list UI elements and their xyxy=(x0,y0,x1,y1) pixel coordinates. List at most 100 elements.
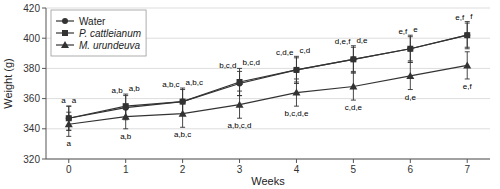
grid-line xyxy=(46,8,490,9)
point xyxy=(293,67,299,73)
y-tick xyxy=(42,159,46,160)
point xyxy=(237,79,243,85)
series xyxy=(66,22,470,131)
x-tick xyxy=(296,159,297,163)
point xyxy=(236,101,244,108)
annotation: b,c,d xyxy=(219,61,236,70)
chart: 320 340 360 380 400 420 0 1 2 3 4 5 6 7 Weeks Weight (g… xyxy=(0,0,500,189)
annotation: b,c,d xyxy=(243,58,260,67)
annotation: a,b xyxy=(120,132,132,141)
point xyxy=(350,56,356,62)
y-tick-label: 340 xyxy=(23,123,40,134)
annotation: e xyxy=(413,25,418,34)
annotation: a xyxy=(72,96,77,105)
x-tick-label: 0 xyxy=(66,164,72,175)
point xyxy=(65,120,73,127)
annotation: c,d xyxy=(299,46,310,55)
point xyxy=(349,83,357,90)
y-tick-label: 360 xyxy=(23,93,40,104)
x-tick-label: 2 xyxy=(180,164,186,175)
annotation: d,e xyxy=(405,93,417,102)
error-bar xyxy=(408,35,413,62)
legend-box xyxy=(51,10,146,56)
x-tick xyxy=(125,159,126,163)
annotation: a,b xyxy=(129,84,141,93)
series xyxy=(65,52,471,137)
point xyxy=(122,113,130,120)
x-axis-label: Weeks xyxy=(251,175,285,187)
annotation: a,b,c xyxy=(174,130,191,139)
x-tick-label: 5 xyxy=(351,164,357,175)
x-tick xyxy=(182,159,183,163)
grid xyxy=(46,8,490,159)
y-tick xyxy=(42,8,46,9)
x-tick xyxy=(68,159,69,163)
y-tick xyxy=(42,38,46,39)
y-tick-label: 400 xyxy=(23,33,40,44)
legend-item: M. urundeuva xyxy=(56,40,141,51)
annotation: a,b xyxy=(112,86,124,95)
error-bar xyxy=(465,22,470,49)
legend-marker xyxy=(61,41,69,48)
x-tick-label: 4 xyxy=(294,164,300,175)
y-tick xyxy=(42,68,46,69)
annotation: d,e,f xyxy=(335,37,351,46)
annotation: a xyxy=(67,139,72,148)
point xyxy=(179,110,187,117)
error-bar xyxy=(351,46,356,73)
series-line xyxy=(69,65,467,124)
legend: WaterP. cattleianumM. urundeuva xyxy=(51,10,146,56)
legend-label: M. urundeuva xyxy=(79,40,141,51)
annotation: c,d,e xyxy=(276,48,294,57)
annotation: a,b,c xyxy=(186,78,203,87)
x-tick xyxy=(353,159,354,163)
x-tick-label: 1 xyxy=(123,164,129,175)
y-tick-label: 320 xyxy=(23,154,40,165)
x-tick xyxy=(467,159,468,163)
x-tick xyxy=(410,159,411,163)
x-tick-label: 3 xyxy=(237,164,243,175)
y-axis-line xyxy=(46,8,47,159)
annotation: f xyxy=(470,12,473,21)
point xyxy=(464,32,470,38)
annotation: a,b,c,d xyxy=(228,121,252,130)
legend-label: Water xyxy=(79,16,106,27)
annotations: a a,b a,b,c b,c,d c,d,e d,e,f e,f e,f a a,b a,b,c b… xyxy=(61,12,473,149)
annotation: a xyxy=(61,96,66,105)
point xyxy=(464,32,470,38)
grid-line xyxy=(46,68,490,69)
x-axis-line xyxy=(46,159,490,160)
plot-area xyxy=(65,22,471,137)
annotation: e,f xyxy=(463,82,473,91)
y-axis-label: Weight (g) xyxy=(2,58,14,109)
annotation: e,f xyxy=(398,27,408,36)
y-tick xyxy=(42,98,46,99)
point xyxy=(406,72,414,79)
annotation: d,e xyxy=(356,36,368,45)
legend-item: Water xyxy=(56,16,106,27)
y-tick-label: 420 xyxy=(23,3,40,14)
point xyxy=(293,67,299,73)
grid-line xyxy=(46,159,490,160)
point xyxy=(407,46,413,52)
series xyxy=(66,23,470,130)
y-tick-label: 380 xyxy=(23,63,40,74)
point xyxy=(350,56,356,62)
annotation: a,b,c xyxy=(162,80,179,89)
annotation: e,f xyxy=(455,13,465,22)
x-tick xyxy=(239,159,240,163)
point xyxy=(292,89,300,96)
legend-label: P. cattleianum xyxy=(79,28,141,39)
point xyxy=(463,61,471,68)
annotation: c,d,e xyxy=(345,103,363,112)
annotation: b,c,d,e xyxy=(284,109,309,118)
point xyxy=(407,46,413,52)
grid-line xyxy=(46,128,490,129)
legend-item: P. cattleianum xyxy=(56,28,141,39)
y-tick xyxy=(42,128,46,129)
x-tick-label: 7 xyxy=(464,164,470,175)
x-tick-label: 6 xyxy=(408,164,414,175)
axes: 320 340 360 380 400 420 0 1 2 3 4 5 6 7 xyxy=(23,3,490,176)
legend-marker xyxy=(62,18,68,24)
legend-marker xyxy=(62,30,68,36)
